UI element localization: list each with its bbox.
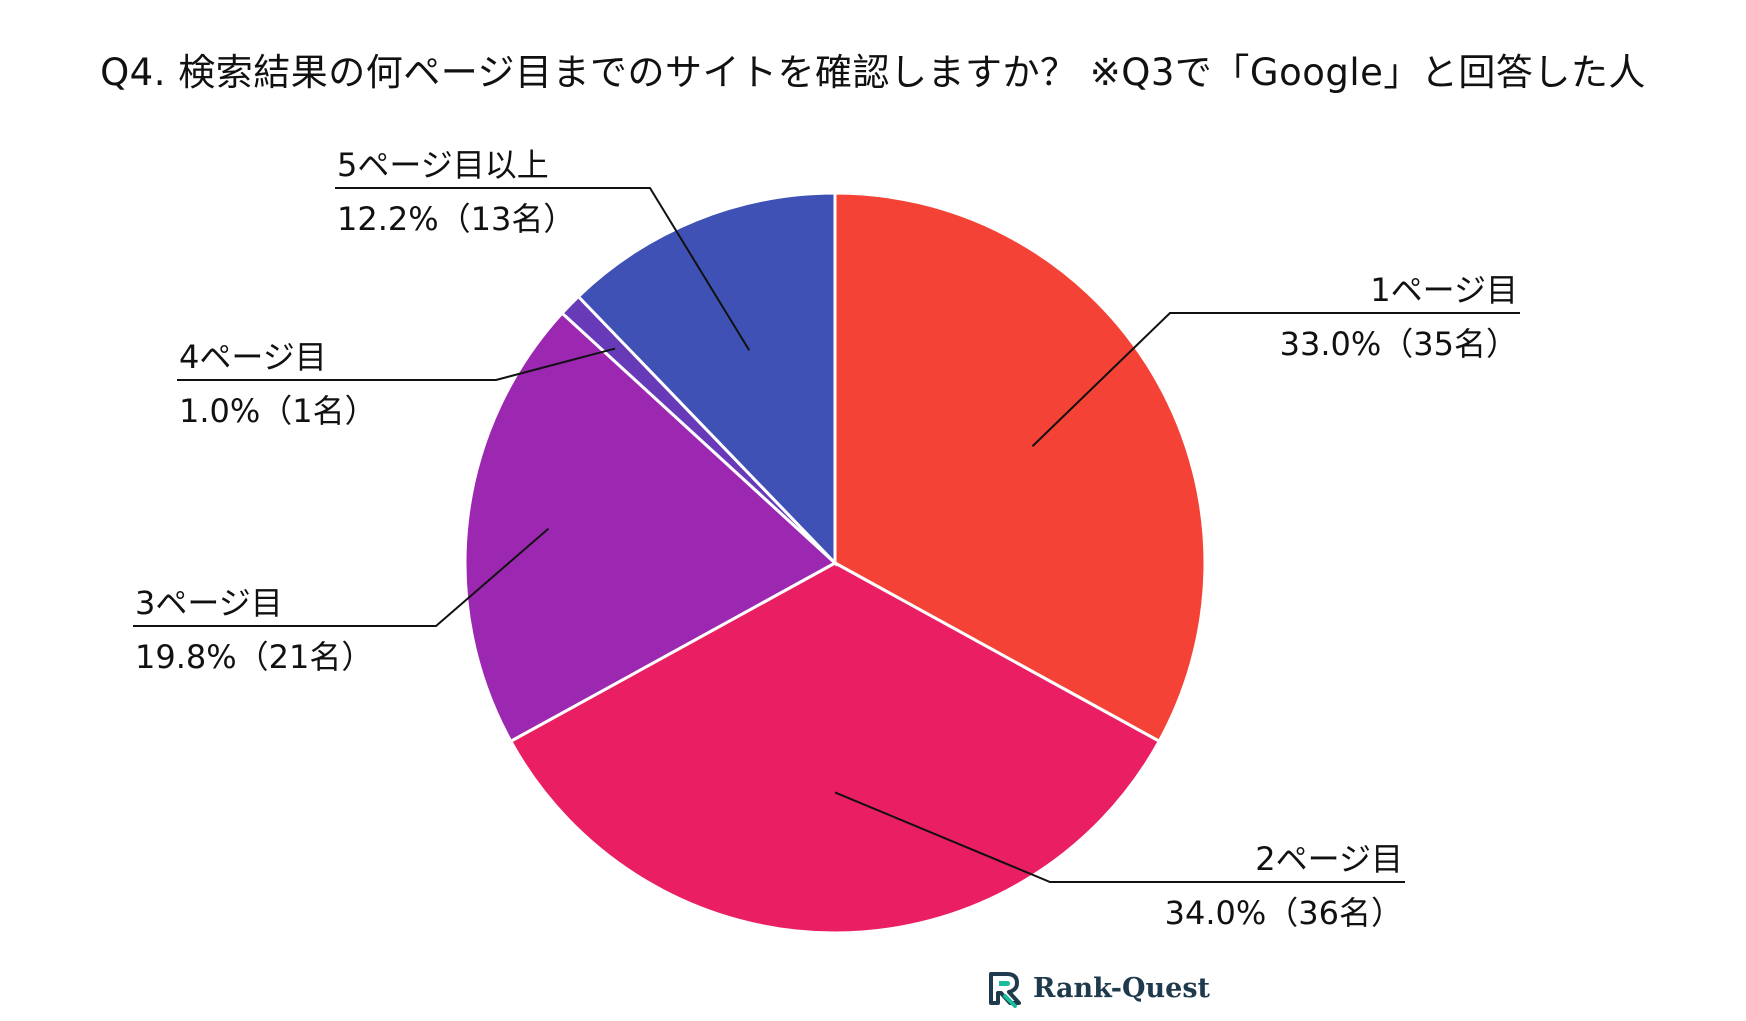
pie-slice-2 bbox=[508, 561, 1162, 935]
leader-line-3 bbox=[133, 527, 550, 627]
brand-name: Rank-Quest bbox=[1033, 972, 1211, 1004]
slice-label-5: 5ページ目以上 bbox=[337, 146, 549, 184]
pie-slice-3 bbox=[463, 311, 838, 744]
slice-value-1: 33.0%（35名） bbox=[1280, 325, 1518, 363]
leader-line-2 bbox=[834, 791, 1405, 883]
chart-title: Q4. 検索結果の何ページ目までのサイトを確認しますか？ ※Q3で「Google… bbox=[100, 51, 1646, 94]
leader-line-1 bbox=[1031, 312, 1520, 447]
slice-label-3: 3ページ目 bbox=[135, 584, 283, 622]
slice-label-2: 2ページ目 bbox=[1255, 840, 1403, 878]
pie-slice-5 bbox=[576, 191, 837, 567]
slice-value-4: 1.0%（1名） bbox=[179, 392, 377, 430]
leader-line-5 bbox=[335, 187, 751, 351]
leader-line-4 bbox=[177, 347, 616, 381]
slice-label-4: 4ページ目 bbox=[179, 338, 327, 376]
rank-quest-logo-icon bbox=[989, 972, 1021, 1008]
slice-value-5: 12.2%（13名） bbox=[337, 200, 575, 238]
slice-labels: 1ページ目 33.0%（35名） 2ページ目 34.0%（36名） 3ページ目 19.8%… bbox=[135, 146, 1518, 932]
pie-slice-1 bbox=[833, 191, 1207, 744]
slice-value-3: 19.8%（21名） bbox=[135, 638, 373, 676]
brand-logo: Rank-Quest bbox=[985, 968, 1210, 1008]
pie-slices bbox=[463, 191, 1207, 935]
leader-lines bbox=[133, 187, 1520, 883]
slice-value-2: 34.0%（36名） bbox=[1165, 894, 1403, 932]
slice-label-1: 1ページ目 bbox=[1370, 271, 1518, 309]
